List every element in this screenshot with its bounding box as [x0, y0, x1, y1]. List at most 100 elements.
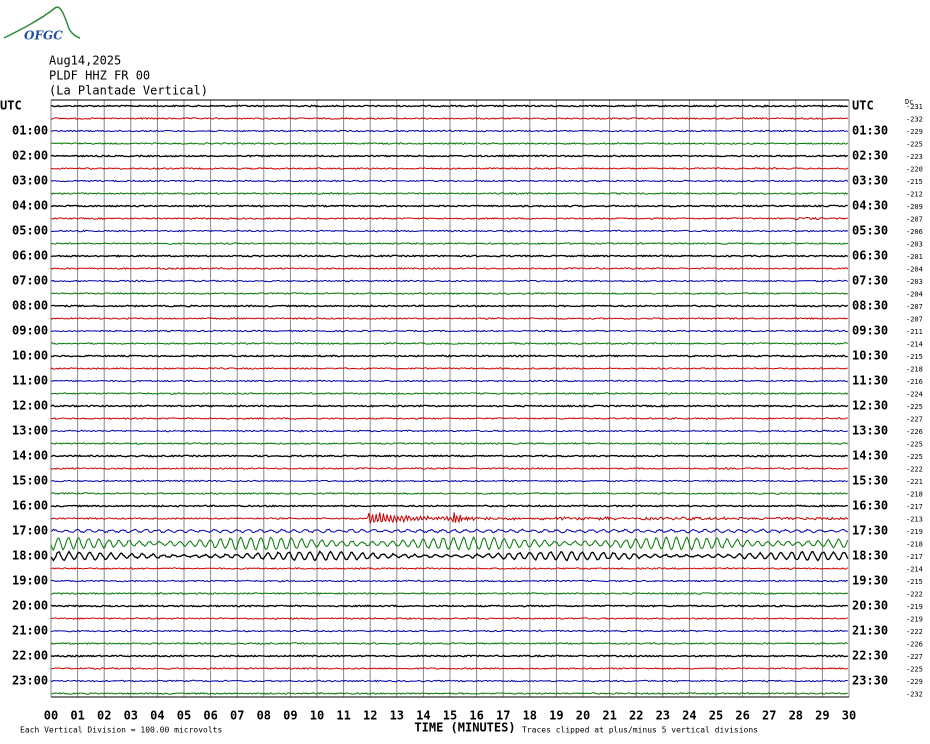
- dc-value: -209: [906, 203, 923, 211]
- right-time-label: 20:30: [852, 599, 888, 613]
- date: Aug14,2025: [49, 54, 121, 68]
- right-time-label: 02:30: [852, 149, 888, 163]
- dc-value: -218: [906, 491, 923, 499]
- dc-value: -217: [906, 503, 923, 511]
- trace: [50, 654, 849, 658]
- labels: 00 01 02 03 04 05 06 07 08 09 10 11 12 13 14 15 16 17 18 19…: [0, 98, 923, 723]
- left-time-label: 03:00: [12, 174, 48, 188]
- x-tick-label: 04: [150, 709, 164, 723]
- dc-value: -220: [906, 166, 923, 174]
- x-tick-label: 19: [549, 709, 563, 723]
- trace: [50, 442, 848, 445]
- dc-value: -218: [906, 541, 923, 549]
- trace: [50, 567, 848, 570]
- left-time-label: 11:00: [12, 374, 48, 388]
- left-time-label: 13:00: [12, 424, 48, 438]
- trace: [51, 304, 849, 308]
- logo-text: OFGC: [24, 29, 63, 43]
- left-time-label: 06:00: [12, 249, 48, 263]
- x-tick-label: 08: [257, 709, 271, 723]
- x-tick-label: 11: [336, 709, 350, 723]
- trace: [50, 679, 848, 683]
- x-tick-label: 29: [815, 709, 829, 723]
- trace: [51, 667, 849, 670]
- station: PLDF HHZ FR 00: [49, 69, 150, 83]
- dc-value: -227: [906, 653, 923, 661]
- right-time-label: 19:30: [852, 574, 888, 588]
- x-tick-label: 30: [842, 709, 856, 723]
- dc-value: -222: [906, 628, 923, 636]
- left-time-label: 10:00: [12, 349, 48, 363]
- trace: [50, 404, 849, 408]
- trace: [50, 367, 848, 370]
- dc-value: -231: [906, 103, 923, 111]
- dc-value: -224: [906, 391, 923, 399]
- trace: [50, 117, 849, 120]
- right-time-label: 04:30: [852, 199, 888, 213]
- dc-value: -229: [906, 678, 923, 686]
- trace: [50, 579, 848, 583]
- dc-value: -207: [906, 316, 923, 324]
- dc-value: -229: [906, 128, 923, 136]
- trace: [50, 216, 848, 221]
- trace: [50, 167, 849, 170]
- traces: [50, 104, 849, 695]
- left-time-label: 21:00: [12, 624, 48, 638]
- dc-value: -222: [906, 591, 923, 599]
- trace: [50, 392, 849, 395]
- trace: [50, 479, 849, 483]
- x-tick-label: 20: [576, 709, 590, 723]
- dc-value: -217: [906, 553, 923, 561]
- right-time-label: 09:30: [852, 324, 888, 338]
- dc-value: -219: [906, 603, 923, 611]
- x-tick-label: 14: [416, 709, 430, 723]
- dc-value: -206: [906, 228, 923, 236]
- trace: [50, 204, 848, 208]
- x-tick-label: 21: [602, 709, 616, 723]
- left-time-label: 19:00: [12, 574, 48, 588]
- dc-value: -225: [906, 403, 923, 411]
- dc-value: -219: [906, 528, 923, 536]
- dc-value: -214: [906, 341, 923, 349]
- trace: [50, 467, 848, 470]
- left-time-label: 01:00: [12, 124, 48, 138]
- right-time-label: 21:30: [852, 624, 888, 638]
- trace: [50, 292, 849, 295]
- trace: [50, 329, 848, 333]
- dc-value: -215: [906, 353, 923, 361]
- right-time-label: 01:30: [852, 124, 888, 138]
- trace: [50, 429, 848, 433]
- x-tick-label: 18: [523, 709, 537, 723]
- trace: [50, 192, 849, 195]
- trace: [50, 692, 848, 695]
- dc-value: -225: [906, 441, 923, 449]
- right-time-label: 15:30: [852, 474, 888, 488]
- trace: [50, 129, 848, 133]
- right-time-label: UTC: [852, 99, 874, 113]
- x-tick-label: 13: [390, 709, 404, 723]
- dc-value: -221: [906, 478, 923, 486]
- trace: [50, 142, 849, 145]
- x-tick-label: 23: [656, 709, 670, 723]
- right-time-label: 03:30: [852, 174, 888, 188]
- dc-value: -226: [906, 641, 923, 649]
- dc-value: -225: [906, 453, 923, 461]
- right-time-label: 14:30: [852, 449, 888, 463]
- left-time-label: 08:00: [12, 299, 48, 313]
- x-tick-label: 25: [709, 709, 723, 723]
- x-tick-label: 15: [443, 709, 457, 723]
- trace: [50, 317, 848, 320]
- dc-value: -215: [906, 578, 923, 586]
- dc-value: -215: [906, 178, 923, 186]
- x-tick-label: 17: [496, 709, 510, 723]
- dc-value: -203: [906, 278, 923, 286]
- trace: [50, 604, 849, 608]
- footer-right: Traces clipped at plus/minus 5 vertical …: [522, 726, 758, 735]
- x-tick-label: 07: [230, 709, 244, 723]
- dc-value: -211: [906, 328, 923, 336]
- dc-value: -204: [906, 266, 923, 274]
- right-time-label: 10:30: [852, 349, 888, 363]
- trace: [50, 536, 849, 552]
